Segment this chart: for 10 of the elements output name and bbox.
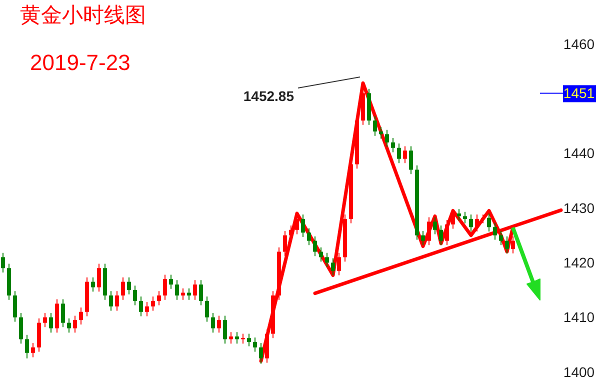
y-tick-label: 1400 xyxy=(563,364,595,380)
y-tick-label: 1430 xyxy=(563,200,595,216)
annotation: 1452.85 xyxy=(243,88,294,104)
y-tick-label: 1410 xyxy=(563,309,595,326)
y-tick-label: 1420 xyxy=(563,254,595,271)
y-tick-label: 1460 xyxy=(563,36,595,52)
y-tick-label: 1440 xyxy=(563,145,595,162)
chart-subtitle: 2019-7-23 xyxy=(30,50,130,75)
chart-title: 黄金小时线图 xyxy=(20,4,146,27)
ref-line-label: 1451 xyxy=(563,85,595,102)
